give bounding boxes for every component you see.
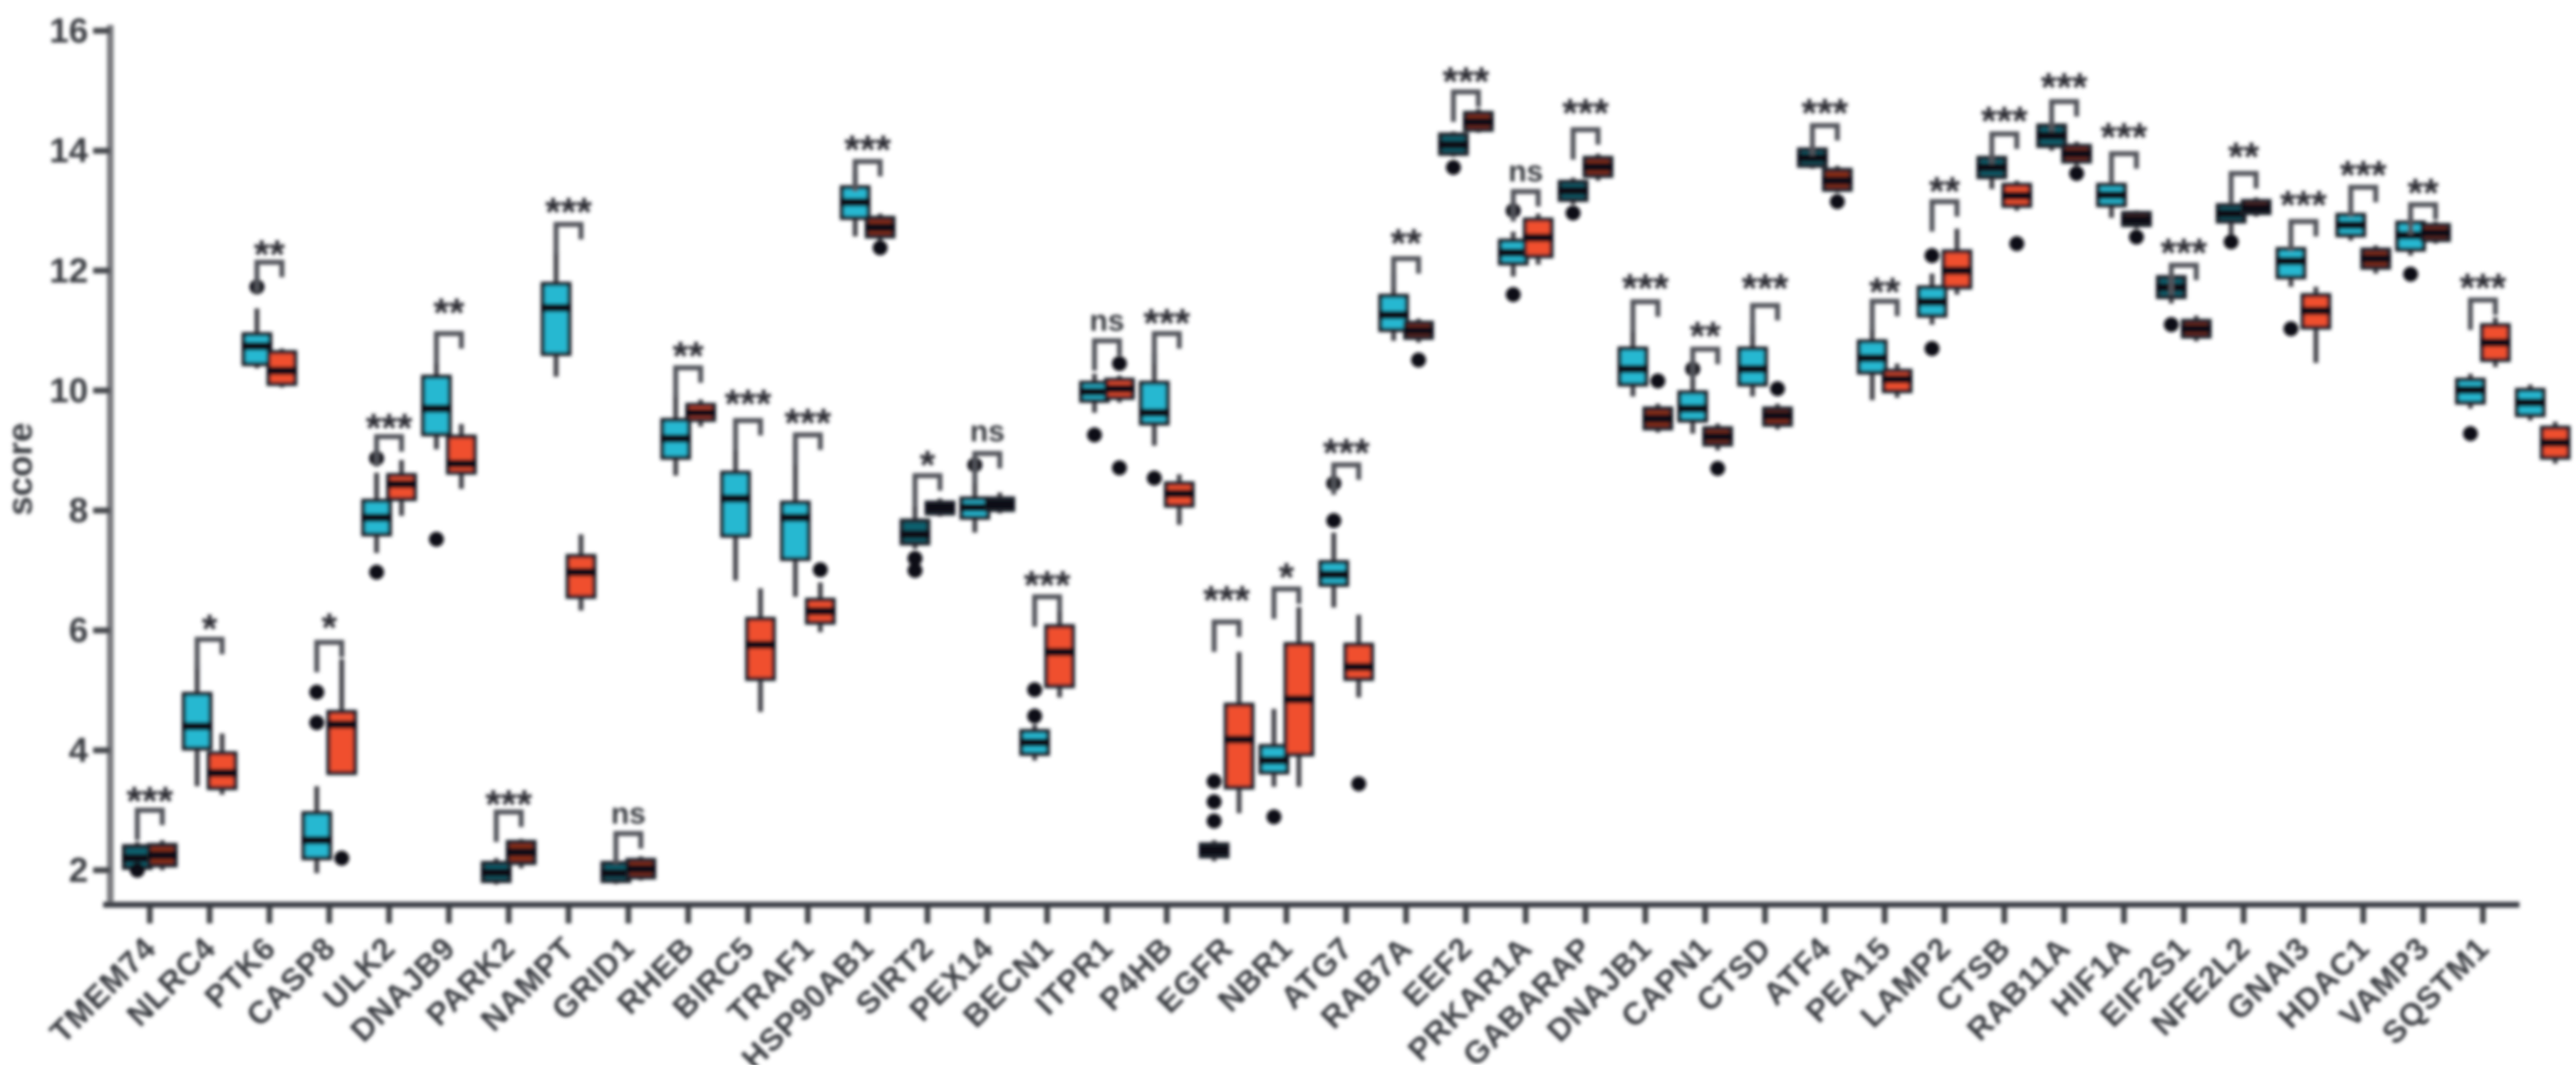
svg-text:*: *: [919, 443, 935, 487]
svg-text:***: ***: [126, 779, 173, 824]
svg-text:**: **: [254, 233, 285, 277]
svg-text:16: 16: [49, 11, 88, 50]
svg-text:***: ***: [1203, 578, 1250, 622]
svg-text:**: **: [2408, 171, 2440, 215]
svg-text:***: ***: [1741, 267, 1788, 311]
svg-text:*: *: [321, 606, 337, 651]
svg-text:8: 8: [69, 491, 88, 530]
svg-text:***: ***: [1622, 267, 1668, 311]
svg-text:***: ***: [485, 783, 532, 827]
svg-text:ns: ns: [1089, 303, 1124, 337]
svg-text:10: 10: [49, 370, 88, 409]
svg-text:**: **: [2228, 136, 2260, 180]
svg-text:ns: ns: [611, 796, 646, 830]
svg-text:***: ***: [725, 383, 771, 427]
svg-text:***: ***: [2460, 266, 2506, 310]
svg-text:ns: ns: [1508, 154, 1543, 188]
svg-text:12: 12: [49, 250, 88, 290]
svg-text:score: score: [0, 423, 39, 516]
svg-text:***: ***: [1981, 100, 2028, 144]
svg-text:***: ***: [2041, 66, 2088, 110]
svg-text:***: ***: [785, 402, 831, 446]
svg-text:***: ***: [1801, 92, 1848, 136]
svg-text:***: ***: [1323, 432, 1370, 476]
svg-text:2: 2: [69, 850, 88, 889]
svg-text:*: *: [202, 607, 218, 651]
svg-text:**: **: [1390, 222, 1422, 266]
svg-text:**: **: [672, 334, 704, 379]
svg-text:*: *: [1279, 556, 1295, 600]
svg-text:***: ***: [845, 128, 891, 172]
svg-text:**: **: [1690, 314, 1721, 359]
svg-text:***: ***: [545, 191, 592, 235]
svg-text:***: ***: [1443, 60, 1489, 104]
svg-text:4: 4: [69, 730, 89, 770]
svg-text:***: ***: [1023, 563, 1070, 607]
svg-text:6: 6: [69, 611, 88, 650]
svg-text:***: ***: [2340, 153, 2386, 197]
svg-text:***: ***: [1143, 301, 1190, 345]
svg-text:***: ***: [366, 407, 413, 451]
svg-text:***: ***: [2161, 231, 2207, 275]
svg-text:***: ***: [1563, 92, 1609, 136]
svg-text:ns: ns: [970, 414, 1005, 448]
svg-text:**: **: [433, 291, 465, 335]
svg-text:**: **: [1869, 270, 1900, 314]
svg-text:***: ***: [2101, 116, 2147, 160]
svg-text:**: **: [1929, 170, 1960, 214]
svg-text:14: 14: [49, 131, 88, 170]
svg-text:***: ***: [2280, 183, 2326, 227]
